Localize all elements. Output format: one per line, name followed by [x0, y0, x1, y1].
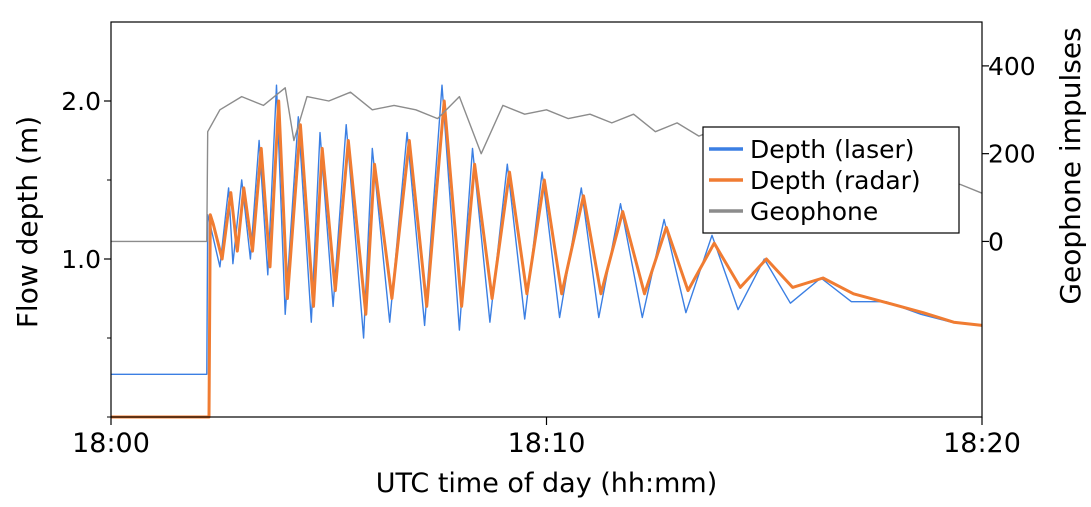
axes-layer: 18:00 18:10 18:20 1.0 2.0 0 200 400 UTC time of …	[11, 21, 1087, 499]
y-tick-label: 1.0	[61, 245, 101, 274]
series-line-depth-laser	[111, 84, 983, 375]
x-tick-label: 18:00	[72, 428, 150, 459]
y2-axis-title: Geophone impulses	[1054, 27, 1087, 304]
y-tick-label: 2.0	[61, 87, 101, 116]
x-axis-title: UTC time of day (hh:mm)	[376, 468, 718, 499]
legend-box	[702, 126, 960, 234]
y2-tick-label: 400	[988, 52, 1036, 81]
x-tick-label: 18:10	[508, 428, 586, 459]
legend-label: Depth (radar)	[750, 166, 921, 195]
legend-label: Depth (laser)	[750, 135, 915, 164]
legend: Depth (laser)Depth (radar)Geophone	[702, 126, 960, 234]
series-line-depth-radar	[111, 99, 983, 419]
y-axis-title: Flow depth (m)	[11, 116, 44, 328]
y2-tick-label: 0	[988, 227, 1004, 256]
x-tick-label: 18:20	[943, 428, 1021, 459]
legend-label: Geophone	[750, 197, 878, 226]
y2-tick-label: 200	[988, 140, 1036, 169]
